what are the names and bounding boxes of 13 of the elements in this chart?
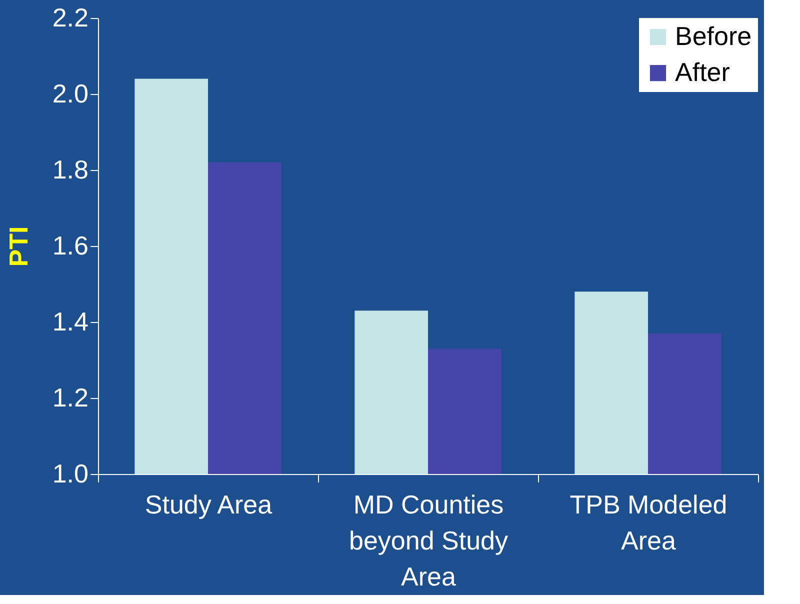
y-tick-label: 1.8 [52, 154, 88, 184]
x-tick-label: Study Area [144, 490, 273, 520]
y-tick-label: 2.0 [52, 78, 88, 108]
legend-label: Before [675, 21, 752, 51]
y-tick-label: 1.0 [52, 458, 88, 488]
y-tick-label: 1.6 [52, 230, 88, 260]
y-tick-label: 2.2 [52, 2, 88, 32]
x-tick-label: MD Counties beyond Study Area [348, 490, 508, 592]
y-tick-label: 1.2 [52, 382, 88, 412]
y-axis-title: PTI [3, 226, 34, 267]
x-tick-label: TPB Modeled Area [570, 490, 728, 556]
y-tick-label: 1.4 [52, 306, 88, 336]
legend-label: After [675, 57, 730, 87]
